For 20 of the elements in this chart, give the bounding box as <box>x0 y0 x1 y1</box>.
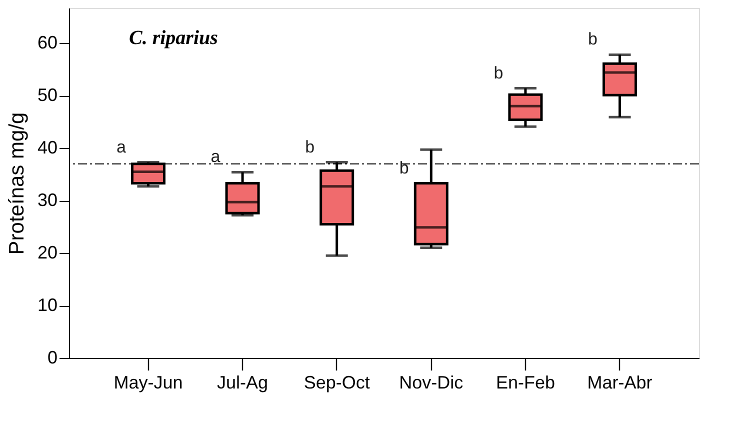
annotation: a <box>116 137 126 156</box>
annotation: a <box>210 147 221 166</box>
x-tick-label: May-Jun <box>114 372 183 392</box>
y-tick-label: 60 <box>37 32 58 53</box>
x-tick-label: Mar-Abr <box>587 372 652 392</box>
text: C. riparius <box>129 27 218 49</box>
annotation: b <box>494 63 504 82</box>
y-tick-label: 0 <box>47 348 58 368</box>
y-tick-label: 10 <box>37 295 58 316</box>
y-tick-label: 20 <box>37 242 58 263</box>
y-tick-label: 50 <box>37 85 58 106</box>
y-tick-label: 30 <box>37 190 58 210</box>
annotation: b <box>588 30 598 49</box>
x-tick-label: En-Feb <box>496 372 555 392</box>
x-tick-label: Nov-Dic <box>399 372 464 392</box>
x-tick-label: Sep-Oct <box>304 372 370 392</box>
annotation: b <box>305 137 315 156</box>
y-axis-title: Proteínas mg/g <box>5 112 28 255</box>
y-tick-label: 40 <box>37 138 58 158</box>
x-tick-label: Jul-Ag <box>217 372 268 392</box>
